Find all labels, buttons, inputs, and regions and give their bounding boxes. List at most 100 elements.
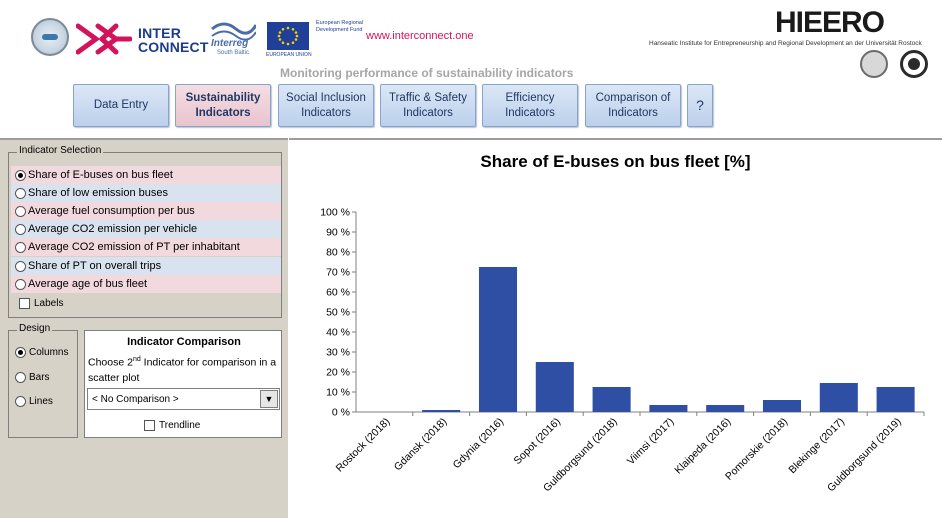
checkbox-icon — [19, 298, 30, 309]
design-option-columns[interactable]: Columns — [15, 347, 68, 358]
x-tick-label: Rostock (2018) — [334, 416, 393, 475]
hieero-logo: HIEERO — [775, 6, 885, 39]
comparison-text-prefix: Choose 2 — [88, 356, 133, 369]
x-tick-label: Klaipeda (2016) — [672, 416, 733, 477]
indicator-option-low-emission[interactable]: Share of low emission buses — [11, 184, 281, 202]
bar — [592, 387, 631, 412]
bar — [706, 405, 745, 412]
x-tick-label: Sopot (2016) — [512, 416, 563, 467]
radio-selected-icon — [15, 347, 26, 358]
nav-data-entry-button[interactable]: Data Entry — [73, 84, 169, 127]
bar — [422, 410, 461, 412]
left-panel: Indicator Selection Share of E-buses on … — [0, 138, 288, 518]
comparison-text-sup: nd — [132, 356, 141, 363]
nav-sustainability-button[interactable]: Sustainability Indicators — [175, 84, 271, 127]
comparison-dropdown[interactable]: < No Comparison > ▼ — [87, 388, 280, 410]
comparison-text-suffix: Indicator for comparison in a scatter pl… — [88, 356, 277, 384]
design-option-lines[interactable]: Lines — [15, 396, 53, 407]
comparison-dropdown-value: < No Comparison > — [92, 393, 179, 405]
interreg-logo-subtitle: South Baltic — [217, 50, 250, 56]
university-seal-icon — [860, 50, 888, 78]
nav-help-button[interactable]: ? — [687, 84, 713, 127]
y-tick-label: 40 % — [326, 327, 350, 339]
indicator-option-label: Average CO2 emission per vehicle — [28, 223, 198, 235]
y-tick-label: 30 % — [326, 347, 350, 359]
x-tick-label: Pomorskie (2018) — [723, 416, 790, 483]
y-tick-label: 70 % — [326, 267, 350, 279]
indicator-option-fuel-consumption[interactable]: Average fuel consumption per bus — [11, 202, 281, 220]
indicator-selection-title: Indicator Selection — [17, 145, 104, 156]
indicator-option-co2-inhabitant[interactable]: Average CO2 emission of PT per inhabitan… — [11, 238, 281, 256]
bar — [819, 383, 858, 412]
labels-checkbox[interactable]: Labels — [19, 298, 63, 309]
y-tick-label: 20 % — [326, 367, 350, 379]
design-option-bars[interactable]: Bars — [15, 372, 50, 383]
design-option-label: Lines — [29, 396, 53, 407]
y-tick-label: 90 % — [326, 227, 350, 239]
interreg-logo-name: Interreg — [211, 38, 249, 49]
indicator-comparison-text: Choose 2nd Indicator for comparison in a… — [88, 352, 278, 386]
interconnect-logo-text: INTER CONNECT — [138, 26, 209, 54]
x-tick-label: Viimsi (2017) — [625, 416, 677, 468]
indicator-option-label: Share of low emission buses — [28, 187, 169, 199]
x-tick-label: Gdansk (2018) — [392, 416, 450, 474]
y-tick-label: 60 % — [326, 287, 350, 299]
nav-comparison-button[interactable]: Comparison of Indicators — [585, 84, 681, 127]
y-tick-label: 100 % — [320, 207, 350, 219]
indicator-option-co2-vehicle[interactable]: Average CO2 emission per vehicle — [11, 220, 281, 238]
radio-icon — [15, 372, 26, 383]
y-tick-label: 50 % — [326, 307, 350, 319]
design-option-label: Columns — [29, 347, 69, 358]
chevron-down-icon[interactable]: ▼ — [260, 390, 278, 408]
interconnect-logo-mark — [76, 23, 132, 55]
nav-efficiency-button[interactable]: Efficiency Indicators — [482, 84, 578, 127]
bar — [762, 400, 802, 412]
nav-traffic-safety-button[interactable]: Traffic & Safety Indicators — [380, 84, 476, 127]
indicator-selection-group: Indicator Selection Share of E-buses on … — [8, 145, 282, 318]
radio-icon — [15, 205, 26, 217]
bar — [876, 387, 915, 412]
eu-flag-icon — [267, 22, 309, 50]
indicator-option-pt-share[interactable]: Share of PT on overall trips — [11, 257, 281, 275]
bar-chart: 0 % 10 % 20 % 30 % 40 % 50 % 60 % 70 % 80 % 90 % 1… — [320, 207, 925, 494]
radio-icon — [15, 187, 26, 199]
header: INTER CONNECT Interreg South Baltic Euro… — [0, 0, 942, 138]
chart-area: Share of E-buses on bus fleet [%] 0 % 10 … — [289, 138, 942, 518]
trendline-checkbox[interactable]: Trendline — [144, 420, 200, 431]
bar — [478, 267, 518, 412]
radio-selected-icon — [15, 169, 26, 181]
indicator-comparison-box: Indicator Comparison Choose 2nd Indicato… — [84, 330, 282, 438]
indicator-option-fleet-age[interactable]: Average age of bus fleet — [11, 275, 281, 293]
indicator-option-e-buses[interactable]: Share of E-buses on bus fleet — [11, 166, 281, 184]
design-title: Design — [17, 323, 53, 334]
indicator-option-label: Share of PT on overall trips — [28, 260, 162, 272]
bar — [535, 362, 574, 412]
interconnect-logo-line2: CONNECT — [138, 39, 209, 55]
radio-icon — [15, 396, 26, 407]
radio-icon — [15, 278, 26, 290]
radio-icon — [15, 260, 26, 272]
interconnect-logo-line1: INTER — [138, 25, 181, 41]
indicator-comparison-title: Indicator Comparison — [127, 336, 241, 348]
y-tick-label: 0 % — [332, 407, 350, 419]
x-tick-label: Gdynia (2016) — [451, 416, 507, 472]
y-tick-label: 80 % — [326, 247, 350, 259]
trendline-label: Trendline — [159, 420, 201, 431]
hieero-subtitle: Hanseatic Institute for Entrepreneurship… — [649, 40, 922, 47]
interreg-logo-icon — [211, 22, 256, 41]
indicator-option-label: Average CO2 emission of PT per inhabitan… — [28, 241, 240, 253]
x-tick-label: Blekinge (2017) — [786, 416, 846, 476]
website-link[interactable]: www.interconnect.one — [366, 30, 474, 42]
y-tick-label: 10 % — [326, 387, 350, 399]
design-option-label: Bars — [29, 372, 50, 383]
nav-social-inclusion-button[interactable]: Social Inclusion Indicators — [278, 84, 374, 127]
checkbox-icon — [144, 420, 155, 431]
page-subtitle: Monitoring performance of sustainability… — [280, 66, 574, 80]
indicator-option-label: Average age of bus fleet — [28, 278, 148, 290]
radio-icon — [15, 241, 26, 253]
labels-checkbox-label: Labels — [34, 298, 64, 309]
chart-title: Share of E-buses on bus fleet [%] — [480, 152, 751, 171]
radio-icon — [15, 223, 26, 235]
indicator-option-label: Average fuel consumption per bus — [28, 205, 195, 217]
